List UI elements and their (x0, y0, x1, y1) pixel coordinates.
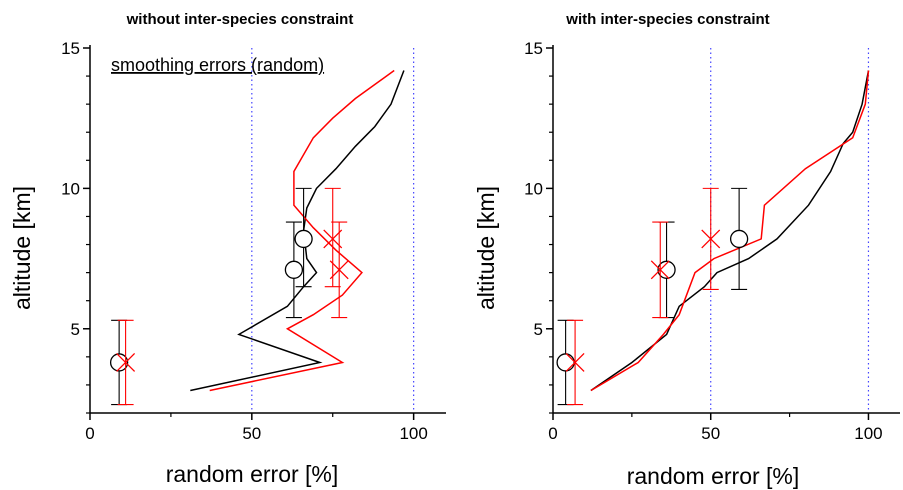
series-line-1 (209, 69, 395, 392)
panel-title: with inter-species constraint (565, 11, 769, 28)
x-marker (701, 229, 721, 249)
y-tick-label: 15 (61, 39, 80, 58)
y-axis-label: altitude [km] (473, 186, 499, 310)
panel-title: without inter-species constraint (126, 11, 354, 28)
chart-annotation: smoothing errors (random) (111, 55, 324, 75)
x-tick-label: 0 (85, 424, 94, 443)
circle-marker (657, 260, 676, 279)
y-axis-label: altitude [km] (9, 186, 35, 310)
series-line-0 (190, 70, 405, 392)
y-tick-label: 5 (534, 320, 543, 339)
x-tick-label: 50 (701, 424, 720, 443)
x-marker (650, 260, 670, 280)
panel-without-constraint: 5 10 15 0 50 100 without inter-species constra… (9, 11, 446, 487)
circle-marker (109, 353, 129, 372)
y-tick-label: 5 (71, 320, 80, 339)
circle-marker (556, 353, 575, 372)
y-tick-label: 10 (524, 179, 543, 198)
series-line-1 (590, 70, 870, 392)
x-tick-label: 100 (854, 424, 882, 443)
x-marker (116, 353, 136, 372)
x-tick-label: 0 (548, 424, 557, 443)
series-line-0 (590, 70, 870, 392)
x-tick-label: 50 (242, 424, 261, 443)
panel-with-constraint: 5 10 15 0 50 100 with inter-species constraint… (473, 11, 900, 489)
x-marker (565, 353, 585, 372)
x-tick-label: 100 (399, 424, 427, 443)
circle-marker (729, 229, 749, 249)
circle-marker (294, 229, 313, 249)
x-axis-label: random error [%] (627, 463, 800, 489)
y-tick-label: 10 (61, 179, 80, 198)
circle-marker (284, 260, 304, 279)
y-tick-label: 15 (524, 39, 543, 58)
x-axis-label: random error [%] (166, 461, 339, 487)
x-marker (323, 229, 343, 249)
